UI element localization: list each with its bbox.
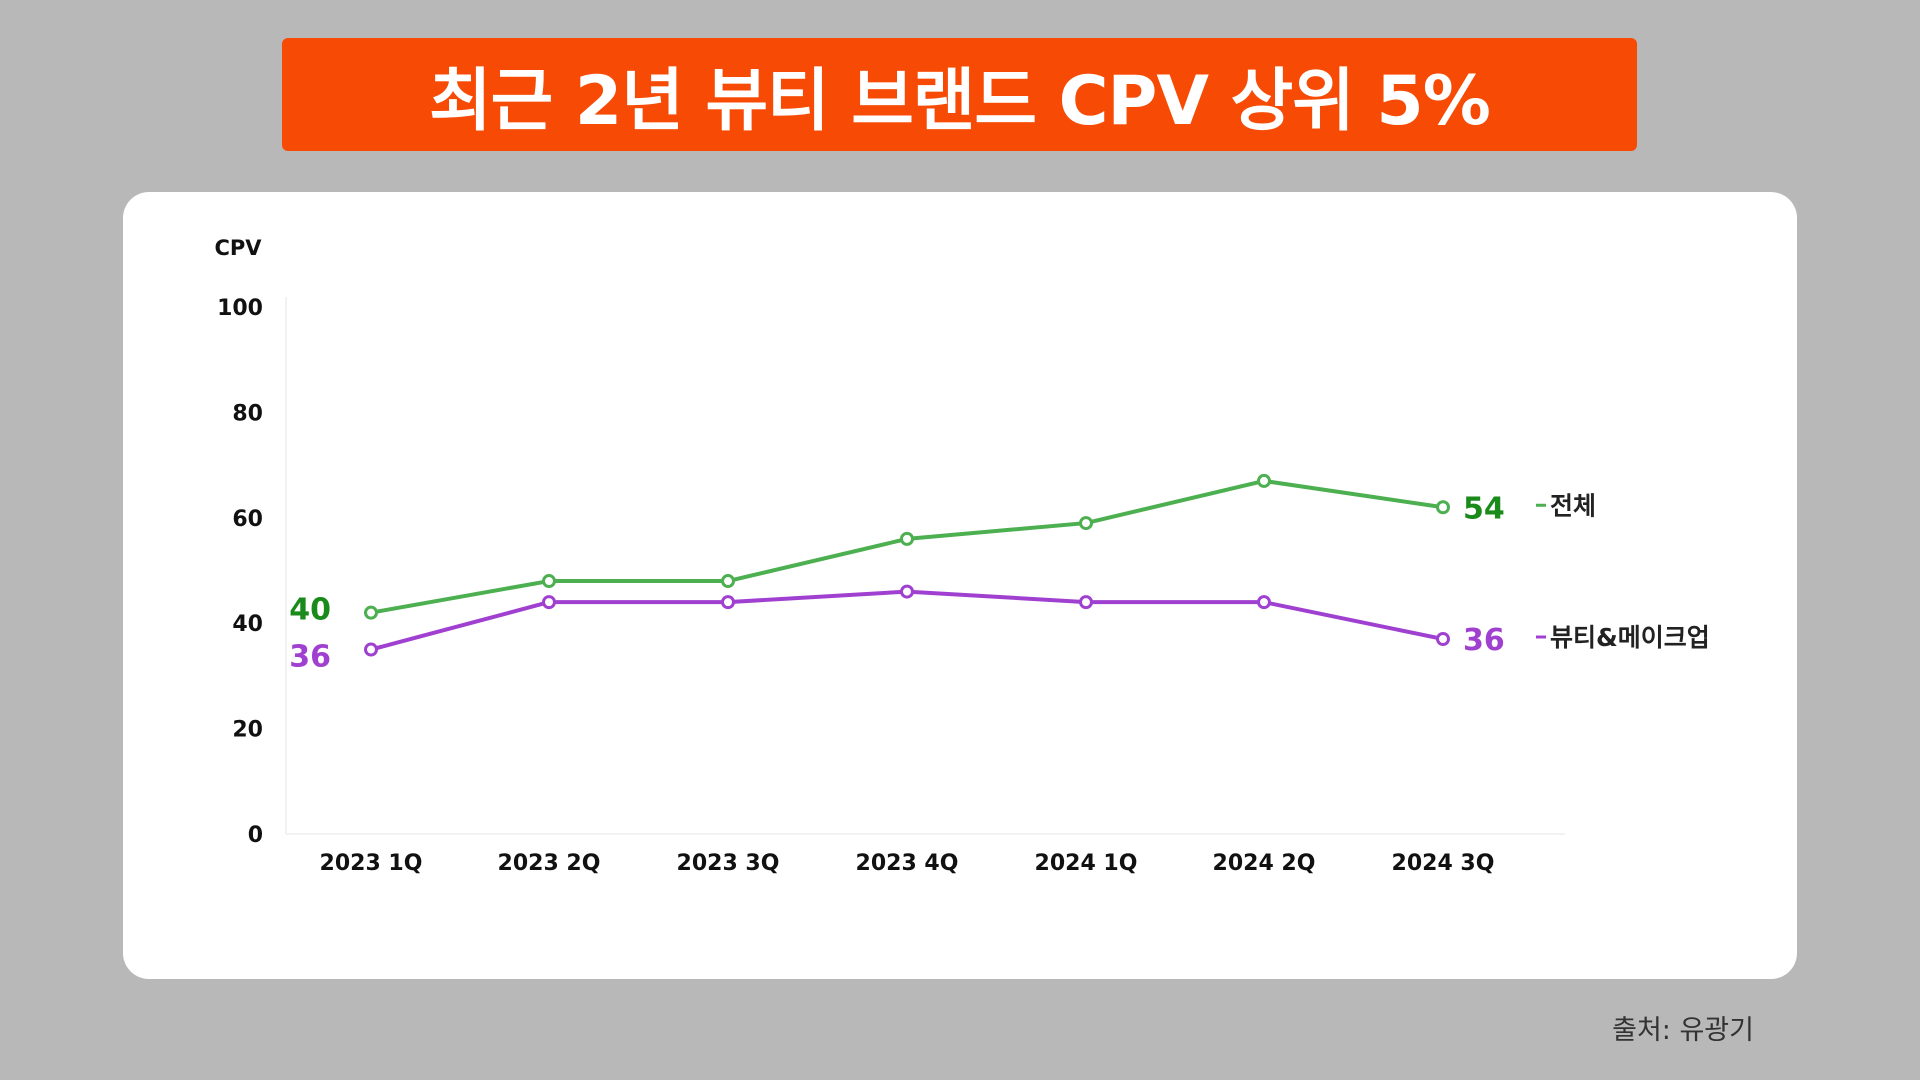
data-point bbox=[900, 531, 914, 546]
data-point bbox=[542, 574, 556, 589]
y-tick-label: 60 bbox=[232, 507, 263, 532]
x-tick-label: 2023 1Q bbox=[320, 851, 423, 876]
source-note: 출처: 유광기 bbox=[1612, 1015, 1754, 1046]
series-line bbox=[370, 589, 1444, 652]
series-start-label: 40 bbox=[289, 593, 331, 628]
x-tick-label: 2023 3Q bbox=[677, 851, 780, 876]
data-point bbox=[900, 584, 914, 599]
y-tick-label: 40 bbox=[232, 612, 263, 637]
x-tick-label: 2023 2Q bbox=[498, 851, 601, 876]
data-point bbox=[542, 595, 556, 610]
data-point bbox=[721, 574, 735, 589]
x-tick-label: 2024 2Q bbox=[1213, 851, 1316, 876]
data-point bbox=[1079, 516, 1093, 531]
x-tick-label: 2024 3Q bbox=[1392, 851, 1495, 876]
series-start-label: 36 bbox=[289, 640, 331, 675]
chart-card: CPV 0 20 40 60 80 100 2023 1Q 2023 2Q 2023 3Q 2023… bbox=[123, 192, 1797, 979]
x-tick-label: 2023 4Q bbox=[856, 851, 959, 876]
data-point bbox=[364, 605, 378, 620]
data-point bbox=[1079, 595, 1093, 610]
title-banner: 최근 2년 뷰티 브랜드 CPV 상위 5% bbox=[282, 38, 1637, 151]
data-point bbox=[1257, 473, 1271, 488]
line-chart: CPV 0 20 40 60 80 100 2023 1Q 2023 2Q 2023 3Q 2023… bbox=[214, 236, 1710, 876]
y-axis-title: CPV bbox=[214, 236, 262, 260]
legend-label: 뷰티&메이크업 bbox=[1550, 623, 1710, 652]
data-point bbox=[1436, 632, 1450, 647]
series-end-label: 36 bbox=[1463, 623, 1505, 658]
y-tick-label: 80 bbox=[232, 401, 263, 426]
legend-label: 전체 bbox=[1550, 491, 1596, 520]
data-point bbox=[721, 595, 735, 610]
y-tick-label: 100 bbox=[217, 296, 263, 321]
data-point bbox=[364, 642, 378, 657]
x-tick-label: 2024 1Q bbox=[1035, 851, 1138, 876]
data-point bbox=[1436, 500, 1450, 515]
y-tick-label: 0 bbox=[248, 823, 263, 848]
y-tick-label: 20 bbox=[232, 718, 263, 743]
data-point bbox=[1257, 595, 1271, 610]
page-title: 최근 2년 뷰티 브랜드 CPV 상위 5% bbox=[429, 62, 1491, 141]
series-end-label: 54 bbox=[1463, 491, 1505, 526]
